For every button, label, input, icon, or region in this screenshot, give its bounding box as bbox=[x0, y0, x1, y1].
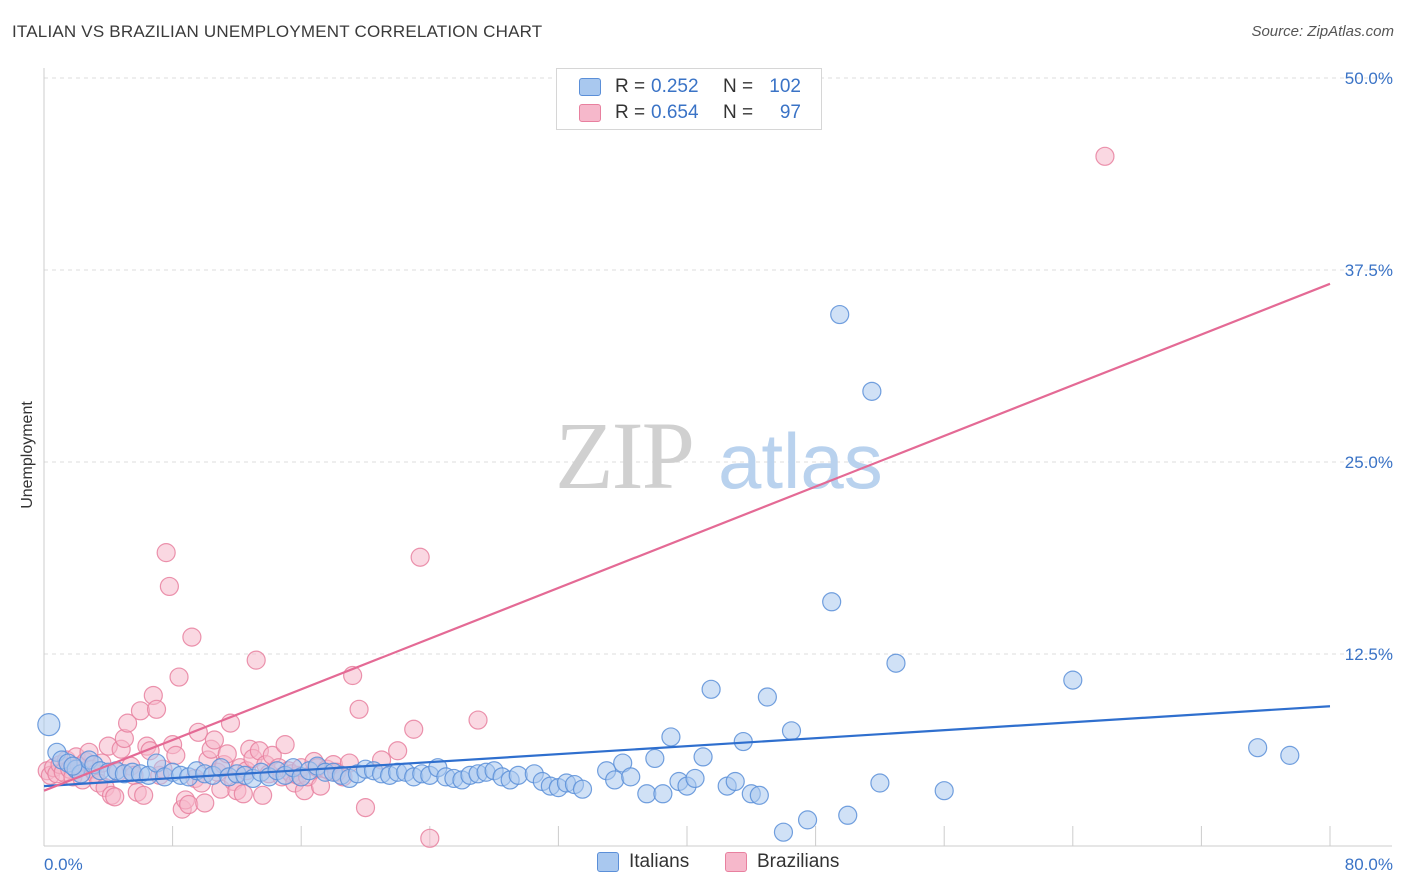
italians-point bbox=[781, 721, 802, 741]
y-tick-label: 50.0% bbox=[1345, 69, 1393, 88]
italians-point bbox=[653, 784, 673, 804]
brazilians-point bbox=[1095, 146, 1115, 166]
italians-point bbox=[1063, 670, 1083, 690]
legend-item-label: Brazilians bbox=[757, 851, 840, 872]
watermark-zip: ZIP bbox=[555, 402, 693, 509]
brazilians-point bbox=[156, 543, 176, 563]
brazilians-point bbox=[134, 785, 154, 805]
italians-point bbox=[645, 748, 665, 769]
legend-r-value: 0.252 bbox=[651, 76, 699, 97]
italians-point bbox=[934, 781, 954, 801]
brazilians-point bbox=[246, 650, 266, 670]
brazilians-point bbox=[169, 667, 189, 687]
italians-point bbox=[637, 784, 657, 804]
italians-point bbox=[830, 304, 850, 325]
legend-item-italians[interactable]: Italians bbox=[597, 851, 689, 873]
italians-point bbox=[1248, 738, 1268, 758]
italians-point bbox=[701, 679, 721, 699]
brazilians-point bbox=[349, 699, 369, 719]
legend-r-label: R = bbox=[615, 76, 646, 97]
italians-trendline bbox=[43, 705, 1331, 788]
brazilians-point bbox=[468, 710, 488, 730]
brazilians-point bbox=[182, 627, 202, 647]
brazilians-swatch-icon bbox=[725, 852, 747, 872]
italians-point bbox=[749, 785, 769, 805]
y-tick-label: 37.5% bbox=[1345, 261, 1393, 280]
brazilians-point bbox=[117, 713, 138, 733]
italians-point bbox=[693, 747, 713, 767]
italians-point bbox=[757, 687, 777, 707]
italians-point bbox=[572, 779, 593, 799]
italians-point bbox=[685, 768, 705, 789]
x-tick-label: 80.0% bbox=[1345, 855, 1393, 874]
trend-layer bbox=[43, 282, 1331, 792]
brazilians-point bbox=[159, 576, 179, 597]
series-legend: Italians Brazilians bbox=[0, 851, 1406, 877]
brazilians-point bbox=[233, 784, 253, 804]
correlation-legend: R = 0.252 N = 102 R = 0.654 N = 97 bbox=[556, 68, 822, 130]
chart-title: ITALIAN VS BRAZILIAN UNEMPLOYMENT CORREL… bbox=[12, 22, 543, 41]
italians-point bbox=[725, 771, 745, 792]
italians-point bbox=[862, 381, 882, 401]
brazilians-trendline bbox=[43, 282, 1331, 792]
legend-r-label: R = bbox=[615, 102, 646, 123]
brazilians-point bbox=[388, 741, 408, 761]
brazilians-point bbox=[404, 719, 424, 739]
italians-point bbox=[870, 773, 890, 793]
legend-n-value: 97 bbox=[779, 102, 801, 123]
brazilians-point bbox=[204, 730, 224, 750]
source-label: Source: ZipAtlas.com bbox=[1251, 23, 1394, 40]
italians-point bbox=[621, 767, 641, 787]
brazilians-point bbox=[105, 787, 125, 807]
x-tick-label: 0.0% bbox=[44, 855, 83, 874]
brazilians-point bbox=[146, 699, 167, 719]
italians-point bbox=[37, 713, 61, 737]
brazilians-point bbox=[166, 745, 186, 765]
watermark-atlas: atlas bbox=[718, 417, 883, 505]
italians-point bbox=[886, 653, 906, 673]
brazilians-point bbox=[420, 828, 440, 848]
italians-point bbox=[1280, 745, 1300, 765]
italians-point bbox=[661, 727, 681, 747]
grid-layer bbox=[44, 77, 1392, 655]
legend-n-label: N = bbox=[723, 102, 754, 123]
tick-labels: 12.5% 25.0% 37.5% 50.0% 0.0% 80.0% bbox=[44, 69, 1393, 874]
legend-row-italians: R = 0.252 N = 102 bbox=[579, 74, 801, 100]
italians-swatch-icon bbox=[597, 852, 619, 872]
italians-point bbox=[797, 810, 818, 830]
brazilians-point bbox=[275, 735, 295, 755]
legend-item-label: Italians bbox=[629, 851, 690, 872]
brazilians-point bbox=[179, 794, 199, 815]
brazilians-point bbox=[253, 785, 273, 805]
watermark: ZIP atlas bbox=[555, 402, 883, 509]
italians-point bbox=[63, 756, 83, 776]
italians-point bbox=[773, 822, 794, 842]
legend-row-brazilians: R = 0.654 N = 97 bbox=[579, 100, 801, 126]
legend-r-value: 0.654 bbox=[651, 102, 699, 123]
brazilians-swatch-icon bbox=[579, 104, 601, 122]
brazilians-point bbox=[355, 797, 376, 818]
legend-n-label: N = bbox=[723, 76, 754, 97]
legend-n-value: 102 bbox=[769, 76, 801, 97]
italians-point bbox=[822, 592, 842, 612]
brazilians-point bbox=[130, 701, 151, 721]
brazilians-point bbox=[195, 793, 215, 813]
y-tick-label: 25.0% bbox=[1345, 453, 1393, 472]
legend-item-brazilians[interactable]: Brazilians bbox=[725, 851, 839, 873]
y-tick-label: 12.5% bbox=[1345, 645, 1393, 664]
italians-point bbox=[838, 805, 858, 825]
italians-point bbox=[605, 770, 625, 790]
brazilians-point bbox=[410, 547, 430, 567]
italians-point bbox=[508, 765, 528, 785]
italians-swatch-icon bbox=[579, 78, 601, 96]
